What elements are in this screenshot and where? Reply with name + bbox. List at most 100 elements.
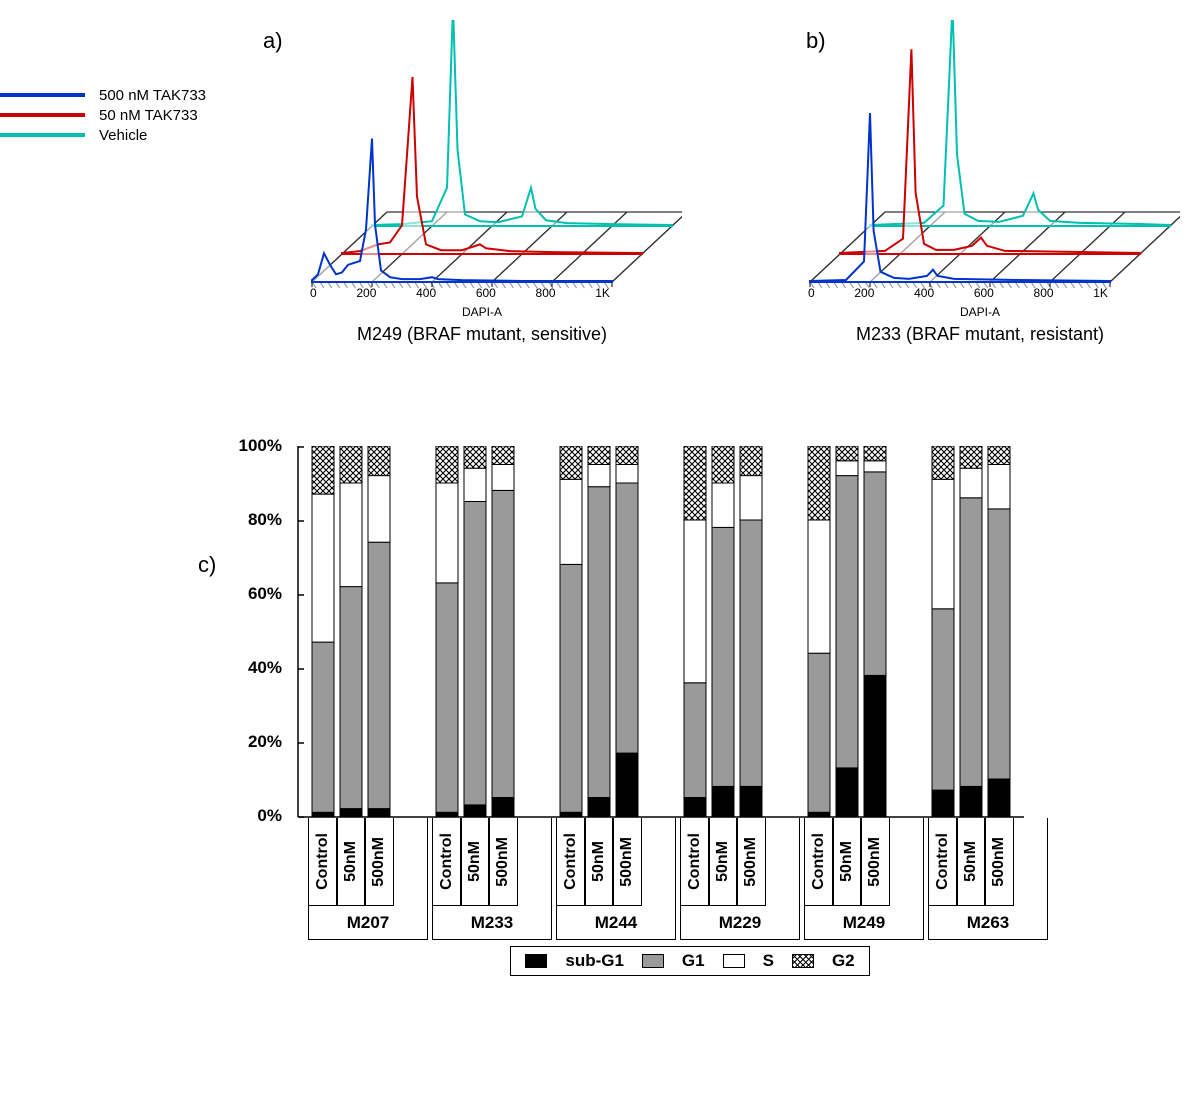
bar-segment-G1 — [712, 527, 734, 786]
condition-label: 500nM — [618, 837, 636, 887]
xtick-label: 200 — [356, 286, 376, 300]
bar-segment-G2 — [836, 446, 858, 461]
panel-a-histogram: 02004006008001K DAPI-A M249 (BRAF mutant… — [282, 20, 682, 370]
condition-label: 50nM — [466, 841, 484, 882]
condition-label: Control — [810, 833, 828, 890]
bar-segment-G2 — [464, 446, 486, 468]
legend-swatch — [0, 133, 85, 137]
bar-segment-S — [836, 461, 858, 476]
bar-segment-subG1 — [808, 812, 830, 816]
bar-segment-G2 — [864, 446, 886, 461]
bar-segment-G2 — [560, 446, 582, 479]
xtick-label: 800 — [536, 286, 556, 300]
bar-segment-G2 — [616, 446, 638, 465]
bar-segment-S — [616, 465, 638, 484]
panel-c-label: c) — [198, 552, 216, 578]
legend-label: Vehicle — [99, 127, 147, 144]
condition-label: 50nM — [714, 841, 732, 882]
bar-segment-S — [712, 483, 734, 527]
bar-segment-G1 — [960, 498, 982, 787]
bar-segment-G2 — [960, 446, 982, 468]
condition-label: 500nM — [990, 837, 1008, 887]
panel-a-xlabel: DAPI-A — [282, 305, 682, 319]
group-label: M233 — [471, 913, 514, 933]
bar-segment-G1 — [932, 609, 954, 790]
bar-segment-subG1 — [712, 786, 734, 816]
legend-swatch-S — [723, 954, 745, 968]
bar-segment-S — [464, 468, 486, 501]
bar-segment-S — [684, 520, 706, 683]
bar-segment-subG1 — [436, 812, 458, 816]
bar-segment-S — [740, 476, 762, 520]
bar-segment-G1 — [368, 542, 390, 808]
bar-segment-G2 — [368, 446, 390, 476]
bar-segment-G1 — [492, 490, 514, 797]
bar-segment-G2 — [588, 446, 610, 465]
panel-a-xticks: 0 200 400 600 800 1K — [310, 286, 610, 300]
bar-segment-S — [312, 494, 334, 642]
xtick-label: 0 — [808, 286, 815, 300]
bar-segment-subG1 — [988, 779, 1010, 816]
bar-segment-S — [340, 483, 362, 587]
legend-label: 50 nM TAK733 — [99, 107, 198, 124]
bar-segment-G2 — [436, 446, 458, 483]
group-label: M207 — [347, 913, 390, 933]
xtick-label: 400 — [416, 286, 436, 300]
bar-segment-G1 — [684, 683, 706, 798]
condition-label: Control — [438, 833, 456, 890]
condition-label: 50nM — [342, 841, 360, 882]
bar-segment-G2 — [808, 446, 830, 520]
xtick-label: 0 — [310, 286, 317, 300]
legend-swatch — [0, 113, 85, 117]
bar-segment-G1 — [740, 520, 762, 786]
bar-segment-subG1 — [312, 812, 334, 816]
legend-label: 500 nM TAK733 — [99, 87, 206, 104]
bar-segment-G1 — [340, 587, 362, 809]
xtick-label: 200 — [854, 286, 874, 300]
bar-segment-S — [960, 468, 982, 498]
bar-segment-S — [560, 479, 582, 564]
bar-segment-G2 — [340, 446, 362, 483]
ytick-label: 20% — [222, 732, 282, 752]
group-label: M244 — [595, 913, 638, 933]
bar-segment-G1 — [436, 583, 458, 812]
bar-segment-G1 — [988, 509, 1010, 779]
condition-label: 500nM — [742, 837, 760, 887]
xtick-label: 600 — [476, 286, 496, 300]
group-label: M229 — [719, 913, 762, 933]
legend-label: sub-G1 — [565, 951, 624, 971]
bar-segment-G1 — [616, 483, 638, 753]
legend-swatch — [0, 93, 85, 97]
legend-swatch-G1 — [642, 954, 664, 968]
panel-b-xticks: 02004006008001K — [808, 286, 1108, 300]
bar-segment-S — [864, 461, 886, 472]
xtick-label: 1K — [595, 286, 610, 300]
panel-c-stacked-chart: 0%20%40%60%80%100% Control50nM500nMContr… — [290, 446, 1090, 976]
bar-segment-G2 — [684, 446, 706, 520]
bar-segment-G2 — [712, 446, 734, 483]
histogram-legend-item: 500 nM TAK733 — [0, 85, 206, 105]
bar-segment-G1 — [836, 476, 858, 768]
bar-segment-S — [932, 479, 954, 609]
bar-segment-G1 — [864, 472, 886, 676]
ytick-label: 100% — [222, 436, 282, 456]
bar-segment-subG1 — [684, 798, 706, 817]
xtick-label: 1K — [1093, 286, 1108, 300]
bar-segment-G2 — [988, 446, 1010, 465]
bar-segment-G2 — [932, 446, 954, 479]
bar-segment-subG1 — [340, 809, 362, 816]
bar-segment-G1 — [464, 502, 486, 805]
bar-segment-subG1 — [368, 809, 390, 816]
bar-segment-subG1 — [836, 768, 858, 816]
condition-label: Control — [686, 833, 704, 890]
ytick-label: 0% — [222, 806, 282, 826]
bar-segment-G1 — [560, 564, 582, 812]
bar-segment-subG1 — [740, 786, 762, 816]
bar-segment-G2 — [492, 446, 514, 465]
bar-segment-subG1 — [560, 812, 582, 816]
condition-label: 50nM — [962, 841, 980, 882]
group-label: M249 — [843, 913, 886, 933]
bar-segment-subG1 — [492, 798, 514, 817]
bar-segment-G1 — [312, 642, 334, 812]
condition-label: Control — [562, 833, 580, 890]
